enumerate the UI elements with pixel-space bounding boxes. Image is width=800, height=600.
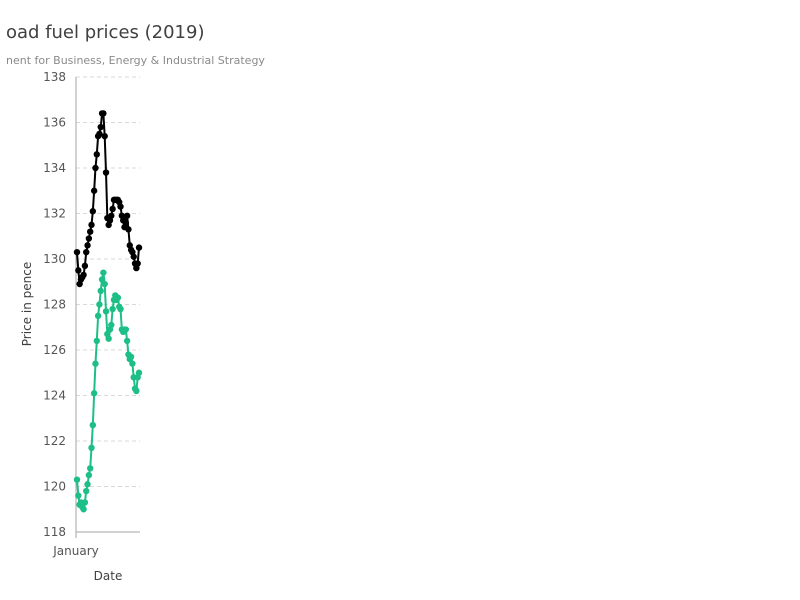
series-1-point-22[interactable] — [102, 308, 110, 315]
series-0-point-13[interactable] — [90, 187, 98, 194]
series-1-point-17[interactable] — [96, 301, 103, 308]
series-group — [73, 110, 143, 513]
series-0-point-0[interactable] — [73, 248, 81, 256]
series-0-point-9[interactable] — [85, 235, 93, 242]
series-1-point-42[interactable] — [129, 360, 136, 367]
series-0-point-7[interactable] — [83, 248, 90, 256]
series-1-point-9[interactable] — [85, 471, 93, 479]
series-0-point-12[interactable] — [89, 208, 97, 215]
series-0-point-39[interactable] — [125, 226, 132, 233]
y-tick-label-120: 120 — [43, 480, 66, 494]
y-tick-label-134: 134 — [43, 161, 66, 175]
series-1-point-45[interactable] — [133, 387, 140, 395]
series-0-point-5[interactable] — [80, 271, 87, 279]
series-0-point-15[interactable] — [93, 151, 100, 158]
series-0-point-20[interactable] — [100, 110, 107, 117]
series-1-point-38[interactable] — [123, 337, 131, 345]
series-0-point-22[interactable] — [102, 169, 110, 176]
series-1-point-20[interactable] — [100, 269, 107, 276]
series-1-point-13[interactable] — [90, 390, 98, 397]
series-0-point-26[interactable] — [108, 212, 115, 219]
series-1-point-1[interactable] — [75, 492, 82, 499]
y-tick-label-124: 124 — [43, 389, 66, 403]
series-1-point-10[interactable] — [86, 465, 94, 472]
series-1-point-33[interactable] — [117, 305, 124, 313]
y-tick-label-138: 138 — [43, 70, 66, 84]
grid-lines — [76, 76, 140, 533]
series-0-point-33[interactable] — [117, 203, 124, 210]
series-0-point-38[interactable] — [123, 212, 131, 219]
series-1-point-14[interactable] — [92, 360, 99, 367]
y-tick-label-122: 122 — [43, 434, 66, 448]
series-1-point-21[interactable] — [101, 280, 108, 288]
series-1-point-15[interactable] — [93, 337, 100, 345]
series-line-0 — [76, 112, 140, 286]
series-1-point-6[interactable] — [81, 499, 89, 506]
series-1-point-16[interactable] — [94, 312, 102, 320]
series-1-point-0[interactable] — [73, 476, 81, 483]
series-1-point-24[interactable] — [105, 335, 112, 342]
series-0-point-11[interactable] — [88, 221, 95, 229]
series-0-point-21[interactable] — [101, 132, 108, 140]
chart-subtitle: nent for Business, Energy & Industrial S… — [6, 54, 265, 67]
series-0-point-6[interactable] — [81, 262, 89, 270]
series-0-point-17[interactable] — [96, 130, 103, 138]
series-1-point-12[interactable] — [89, 421, 97, 429]
series-0-point-46[interactable] — [134, 260, 141, 267]
chart-title: oad fuel prices (2019) — [6, 22, 204, 43]
series-0-point-8[interactable] — [84, 242, 91, 249]
series-0-point-27[interactable] — [109, 205, 116, 213]
series-1-point-37[interactable] — [122, 326, 130, 333]
series-0-point-10[interactable] — [86, 228, 94, 235]
series-1-point-41[interactable] — [127, 353, 135, 361]
y-tick-label-130: 130 — [43, 252, 66, 266]
y-tick-label-136: 136 — [43, 116, 66, 130]
series-1-point-47[interactable] — [135, 369, 143, 376]
series-1-point-5[interactable] — [80, 506, 87, 513]
y-axis-title: Price in pence — [20, 262, 34, 346]
y-tick-label-132: 132 — [43, 207, 66, 221]
series-0-point-37[interactable] — [122, 219, 130, 226]
series-1-point-26[interactable] — [108, 321, 115, 329]
series-1-point-31[interactable] — [114, 294, 122, 301]
series-1-point-11[interactable] — [88, 444, 95, 452]
x-axis-title: Date — [94, 569, 123, 583]
y-tick-label-128: 128 — [43, 298, 66, 312]
series-0-point-47[interactable] — [135, 244, 143, 251]
series-1-point-7[interactable] — [83, 487, 90, 495]
series-0-point-1[interactable] — [75, 267, 82, 274]
series-1-point-8[interactable] — [84, 481, 91, 488]
series-1-point-18[interactable] — [97, 287, 104, 295]
series-0-point-18[interactable] — [97, 123, 104, 131]
y-tick-label-126: 126 — [43, 343, 66, 357]
series-0-point-43[interactable] — [130, 253, 137, 260]
x-tick-label-january: January — [52, 544, 99, 558]
y-axis-tick-labels: 118 120 122 124 126 128 130 132 134 136 138 — [43, 70, 66, 539]
series-1-point-27[interactable] — [109, 305, 116, 313]
series-0-point-14[interactable] — [92, 164, 99, 172]
y-tick-label-118: 118 — [43, 525, 66, 539]
